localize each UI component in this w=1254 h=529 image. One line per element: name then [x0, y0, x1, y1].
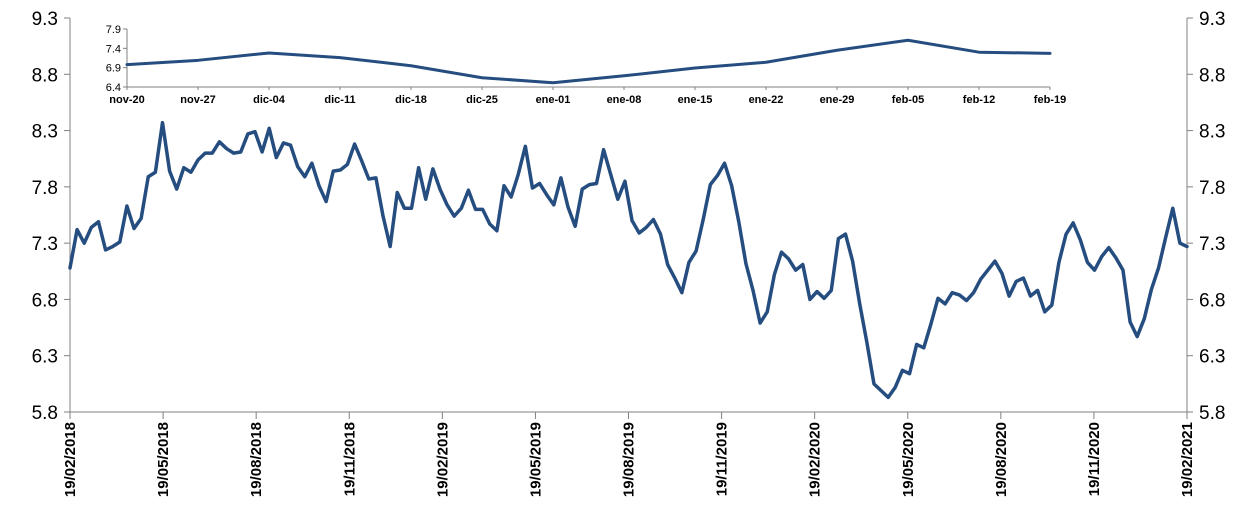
x-tick-label: 19/02/2020	[807, 422, 824, 497]
inset-x-tick-label: feb-12	[963, 94, 995, 106]
inset-x-tick-label: ene-15	[678, 94, 713, 106]
x-tick-label: 19/05/2018	[155, 422, 172, 497]
inset-y-tick-label: 6.9	[106, 63, 121, 75]
y2-tick-label: 7.8	[1199, 178, 1225, 199]
x-tick-label: 19/08/2020	[993, 422, 1010, 497]
inset-x-tick-label: feb-05	[892, 94, 924, 106]
inset-x-tick-label: dic-25	[466, 94, 498, 106]
inset-series-line	[125, 38, 1052, 85]
inset-x-tick-label: dic-04	[253, 94, 286, 106]
y-tick-label: 8.8	[32, 65, 58, 86]
inset-chart: 6.4 6.9 7.4 7.9 nov-20 nov-27 dic-04 dic-11 dic-…	[106, 24, 1067, 106]
y2-tick-label: 8.3	[1199, 122, 1225, 143]
y2-tick-label: 8.8	[1199, 65, 1225, 86]
inset-x-tick-label: ene-29	[820, 94, 855, 106]
y2-tick-label: 6.3	[1199, 347, 1225, 368]
y-tick-label: 9.3	[32, 9, 58, 30]
y2-tick-label: 6.8	[1199, 290, 1225, 311]
y-tick-label: 8.3	[32, 122, 58, 143]
x-tick-label: 19/05/2020	[900, 422, 917, 497]
y-tick-label: 6.8	[32, 290, 58, 311]
x-tick-label: 19/08/2018	[248, 422, 265, 497]
inset-x-tick-label: dic-11	[324, 94, 355, 106]
y-tick-label: 7.8	[32, 178, 58, 199]
inset-y-tick-label: 7.9	[106, 24, 121, 36]
x-tick-label: 19/02/2021	[1179, 422, 1196, 497]
y-tick-label: 5.8	[32, 403, 58, 424]
y-tick-label: 7.3	[32, 234, 58, 255]
inset-x-tick-label: nov-20	[109, 94, 144, 106]
y2-tick-label: 9.3	[1199, 9, 1225, 30]
x-tick-label: 19/02/2018	[62, 422, 79, 497]
inset-y-tick-label: 7.4	[106, 43, 121, 55]
x-tick-label: 19/11/2018	[341, 422, 358, 496]
inset-x-tick-label: nov-27	[180, 94, 215, 106]
inset-x-tick-label: ene-08	[607, 94, 642, 106]
x-tick-label: 19/02/2019	[434, 422, 451, 497]
inset-y-tick-label: 6.4	[106, 82, 121, 94]
series-line	[68, 120, 1189, 400]
inset-x-tick-label: ene-22	[749, 94, 784, 106]
x-tick-label: 19/08/2019	[621, 422, 638, 497]
inset-x-tick-label: dic-18	[395, 94, 427, 106]
x-tick-label: 19/05/2019	[527, 422, 544, 497]
y-tick-label: 6.3	[32, 347, 58, 368]
inset-x-tick-label: ene-01	[536, 94, 571, 106]
inset-x-tick-label: feb-19	[1034, 94, 1066, 106]
y2-tick-label: 7.3	[1199, 234, 1225, 255]
x-tick-label: 19/11/2019	[714, 422, 731, 496]
main-chart: 5.8 6.3 6.8 7.3 7.8 8.3 8.8 9.3 5.8 6.3 6.8 7.3 7.8 8…	[32, 9, 1226, 497]
y2-tick-label: 5.8	[1199, 403, 1225, 424]
x-tick-label: 19/11/2020	[1086, 422, 1103, 496]
